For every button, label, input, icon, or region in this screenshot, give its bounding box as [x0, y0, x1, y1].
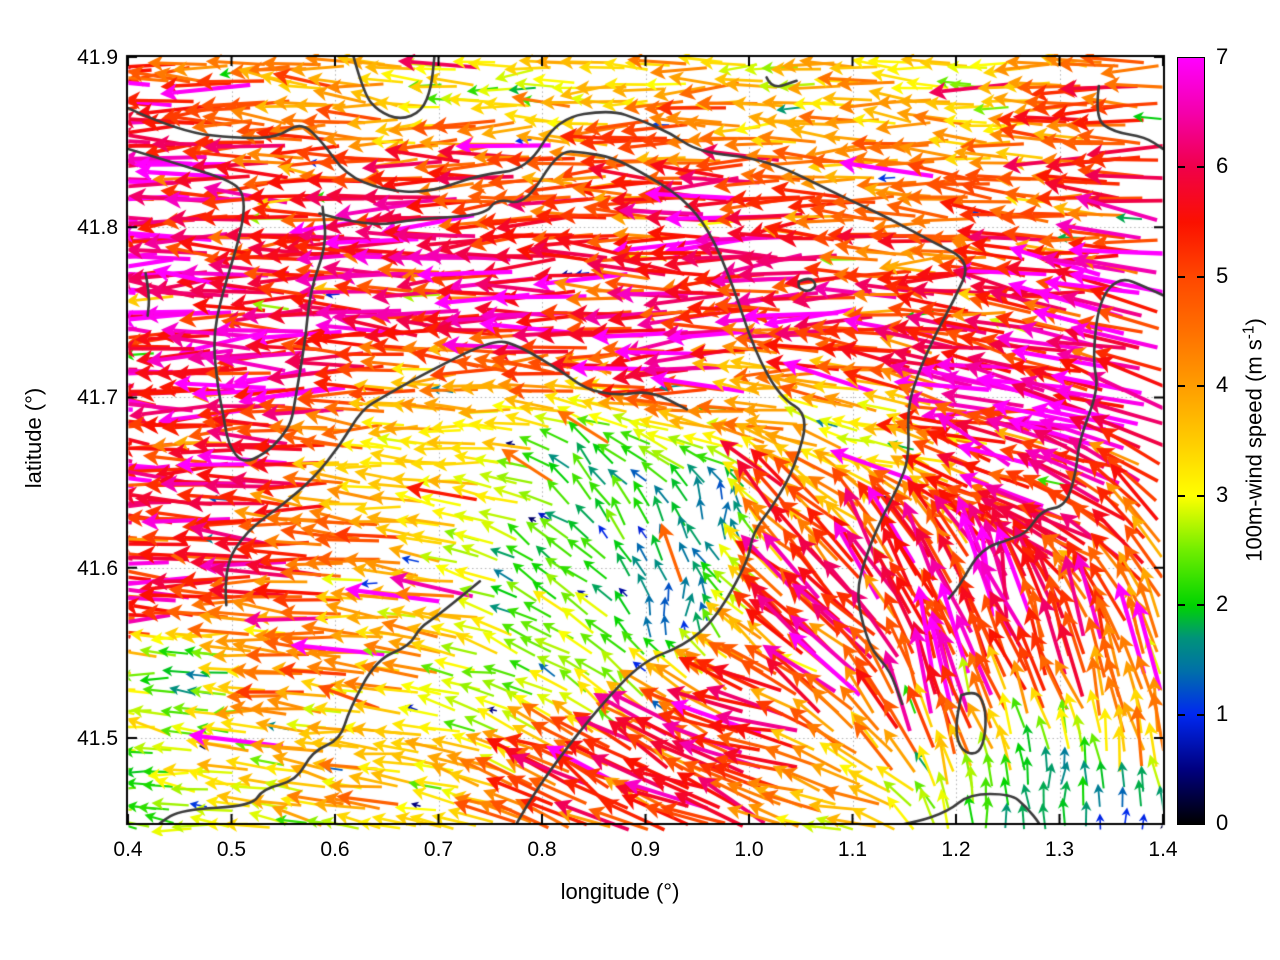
colorbar-tick-label-4: 4: [1216, 372, 1229, 398]
colorbar-label-close: ): [1241, 318, 1267, 326]
x-tick-label-1.0: 1.0: [734, 838, 764, 861]
colorbar-tick-mark: [1178, 166, 1185, 169]
y-tick-label-41.9: 41.9: [77, 46, 118, 69]
x-tick-label-1.4: 1.4: [1148, 838, 1178, 861]
colorbar-tick-mark: [1178, 494, 1185, 497]
y-tick-label-41.6: 41.6: [77, 556, 118, 580]
colorbar-tick-mark: [1197, 713, 1204, 716]
y-tick-label-41.5: 41.5: [77, 726, 118, 750]
colorbar: [1177, 57, 1205, 825]
x-tick-label-0.9: 0.9: [630, 838, 661, 861]
colorbar-tick-mark: [1197, 275, 1204, 278]
colorbar-label: 100m-wind speed (m s-1): [1240, 318, 1267, 562]
colorbar-tick-label-7: 7: [1216, 44, 1229, 69]
x-tick-label-1.2: 1.2: [941, 838, 971, 861]
x-tick-label-0.7: 0.7: [423, 838, 454, 861]
x-tick-label-0.6: 0.6: [320, 838, 350, 861]
colorbar-tick-mark: [1197, 166, 1204, 169]
x-tick-label-0.5: 0.5: [216, 838, 247, 861]
colorbar-tick-label-6: 6: [1216, 153, 1229, 179]
x-tick-label-0.4: 0.4: [113, 838, 143, 861]
x-tick-label-1.1: 1.1: [837, 838, 868, 861]
colorbar-tick-label-1: 1: [1216, 700, 1229, 726]
y-tick-label-41.8: 41.8: [77, 216, 118, 240]
colorbar-tick-label-3: 3: [1216, 481, 1229, 507]
colorbar-tick-mark: [1178, 385, 1185, 388]
colorbar-tick-mark: [1197, 604, 1204, 607]
colorbar-tick-label-0: 0: [1216, 810, 1229, 835]
colorbar-tick-label-2: 2: [1216, 591, 1229, 617]
x-tick-label-1.3: 1.3: [1044, 838, 1075, 861]
x-axis-label: longitude (°): [560, 879, 680, 904]
colorbar-label-superscript: -1: [1240, 325, 1258, 340]
colorbar-tick-mark: [1197, 494, 1204, 497]
colorbar-tick-mark: [1197, 385, 1204, 388]
colorbar-tick-mark: [1178, 275, 1185, 278]
y-tick-label-41.7: 41.7: [77, 386, 118, 410]
colorbar-tick-mark: [1178, 713, 1185, 716]
colorbar-tick-label-5: 5: [1216, 262, 1229, 288]
x-tick-label-0.8: 0.8: [527, 838, 557, 861]
colorbar-tick-mark: [1178, 604, 1185, 607]
colorbar-label-text: 100m-wind speed (m s: [1241, 339, 1267, 562]
